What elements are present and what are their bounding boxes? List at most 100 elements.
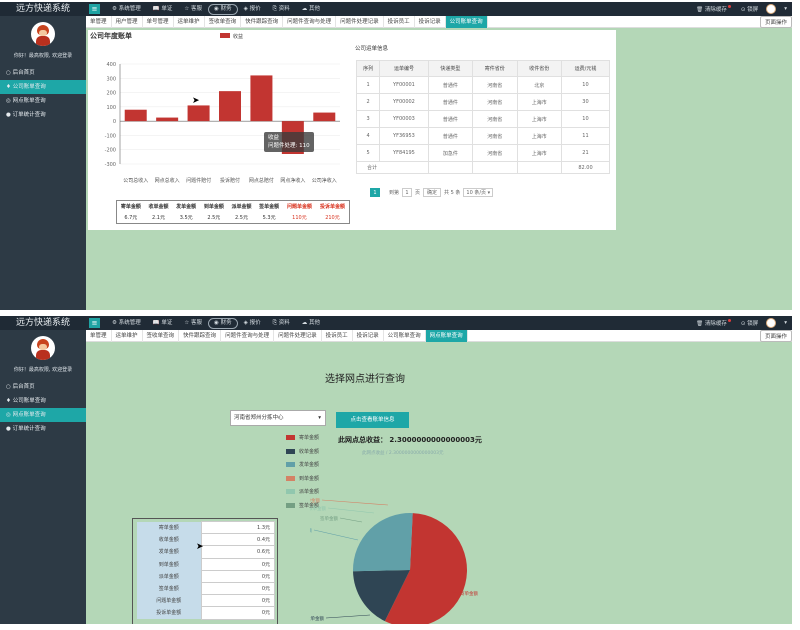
menu-system[interactable]: ⚙ 系统管理 [112,320,141,326]
menu-quote[interactable]: ◈ 报价 [243,6,261,12]
table-row[interactable]: 4 YF36953 普通件 河南省 上海市 11 [355,127,611,145]
sidebar-item-company-bill[interactable]: ♦ 公司账单查询 [0,80,86,94]
menu-toggle-button[interactable]: ≡ [89,4,100,14]
tab-10[interactable]: 公司账单查询 [445,16,488,28]
caret-down-icon[interactable]: ▾ [784,320,787,326]
caret-down-icon[interactable]: ▾ [784,6,787,12]
table-row[interactable]: 1 YF00001 普通件 河南省 北京 10 [355,76,611,94]
tab-8[interactable]: 投诉员工 [384,16,415,28]
legend-item[interactable]: 到单金额 [286,472,319,486]
bar[interactable] [187,105,210,122]
sidebar-item-order-stats[interactable]: ● 订单统计查询 [6,112,46,118]
tab-2[interactable]: 签收单查询 [143,330,180,342]
tab-9[interactable]: 网点账单查询 [425,330,468,342]
x-tick-label: 网点总赔付 [249,177,274,184]
tab-3[interactable]: 运单维护 [174,16,205,28]
sidebar-item-home[interactable]: ○ 后台首页 [6,384,35,390]
sidebar-item-order-stats[interactable]: ● 订单统计查询 [6,426,46,432]
per-page-select[interactable]: 10 条/页 ▾ [463,188,494,197]
tab-4[interactable]: 签收单查询 [205,16,242,28]
sidebar-item-company-bill[interactable]: ♦ 公司账单查询 [6,398,46,404]
clear-cache-button[interactable]: 🗑 清除缓存 [691,319,736,327]
bar[interactable] [219,91,241,122]
menu-documents[interactable]: 📖 单证 [152,6,173,12]
tab-0[interactable]: 单管理 [86,16,112,28]
confirm-button[interactable]: 确定 [423,188,442,197]
tab-8[interactable]: 公司账单查询 [384,330,426,342]
user-avatar[interactable] [766,4,777,14]
amount-row: 发单金额 0.6元 [137,545,275,559]
legend-item[interactable]: 收单金额 [286,445,319,459]
pie-slice[interactable] [353,513,413,572]
tab-9[interactable]: 投诉记录 [415,16,446,28]
table-row[interactable]: 2 YF00002 普通件 河南省 上海市 30 [355,93,611,111]
sidebar-item-branch-bill[interactable]: ◎ 网点账单查询 [6,98,46,104]
menu-other[interactable]: ☁ 其他 [301,6,321,12]
menu-other[interactable]: ☁ 其他 [301,320,321,326]
diamond-icon: ◎ [6,98,11,104]
view-bill-button[interactable]: 点击查看账单信息 [336,412,409,428]
amount-value: 0元 [200,581,275,596]
menu-quote[interactable]: ◈ 报价 [243,320,261,326]
table-row[interactable]: 5 YF84195 加急件 河南省 上海市 21 [355,144,611,162]
bar[interactable] [124,109,147,122]
tab-1[interactable]: 用户管理 [112,16,143,28]
tab-7[interactable]: 问题件处理记录 [336,16,384,28]
pie-slice[interactable] [384,513,467,624]
page-actions-tab[interactable]: 页面操作 [759,16,792,28]
menu-toggle-button[interactable]: ≡ [89,318,100,328]
tab-7[interactable]: 投诉记录 [353,330,384,342]
lock-icon: ⊙ [740,321,746,327]
page-input[interactable]: 1 [402,188,413,197]
table-header: 序列 [355,60,381,77]
bar[interactable] [250,75,273,122]
tab-1[interactable]: 运单维护 [112,330,143,342]
legend-item[interactable]: 签单金额 [286,499,319,513]
chart-title: 公司年度账单 [90,32,132,40]
table-header: 寄件省份 [472,60,518,77]
user-avatar[interactable] [766,318,777,328]
tab-3[interactable]: 快件跟踪查询 [179,330,222,342]
goto-label: 到第 [389,190,400,196]
circle-icon: ◉ [214,5,219,12]
table-cell: 上海市 [516,93,562,111]
tab-2[interactable]: 单号管理 [143,16,174,28]
amount-value: 0元 [200,569,275,583]
amount-row: 投诉单金额 0元 [137,606,275,620]
branch-select[interactable]: 河南省郑州分拣中心 ▾ [230,410,326,426]
menu-service[interactable]: ☆ 客服 [184,6,203,12]
menu-data[interactable]: ⎘ 资料 [272,320,290,326]
menu-data[interactable]: ⎘ 资料 [272,6,290,12]
pie-slice[interactable] [353,570,410,622]
tab-6[interactable]: 投诉员工 [322,330,353,342]
tab-5[interactable]: 问题件处理记录 [274,330,322,342]
circle-icon: ● [6,112,11,118]
legend-item[interactable]: 发单金额 [286,458,319,472]
tab-5[interactable]: 快件跟踪查询 [241,16,284,28]
page-1[interactable]: 1 [370,188,380,197]
menu-system[interactable]: ⚙ 系统管理 [112,6,141,12]
menu-finance[interactable]: ◉ 财务 [208,3,238,15]
menu-service[interactable]: ☆ 客服 [184,320,203,326]
table-row[interactable]: 3 YF00003 普通件 河南省 上海市 10 [355,110,611,128]
legend-item[interactable]: 派单金额 [286,485,319,499]
menu-finance[interactable]: ◉ 财务 [208,317,238,329]
lock-screen-button[interactable]: ⊙ 锁屏 [740,7,759,13]
clear-cache-button[interactable]: 🗑 清除缓存 [691,5,736,13]
cursor-icon: ➤ [192,96,200,106]
legend-item[interactable]: 寄单金额 [286,431,319,445]
page-actions-tab[interactable]: 页面操作 [759,330,792,342]
menu-documents[interactable]: 📖 单证 [152,320,173,326]
circle-icon: ◉ [214,319,219,326]
tab-0[interactable]: 单管理 [86,330,112,342]
lock-screen-button[interactable]: ⊙ 锁屏 [740,321,759,327]
tab-4[interactable]: 问题件查询与处理 [221,330,275,342]
sidebar-item-home[interactable]: ○ 后台首页 [6,70,35,76]
amount-row: 问题单金额 0元 [137,594,275,608]
tab-6[interactable]: 问题件查询与处理 [283,16,337,28]
bar[interactable] [156,117,179,122]
sidebar-item-branch-bill[interactable]: ◎ 网点账单查询 [0,408,86,422]
total-label: 合计 [356,161,429,174]
diamond-icon: ♦ [6,398,11,404]
bar[interactable] [313,112,336,122]
